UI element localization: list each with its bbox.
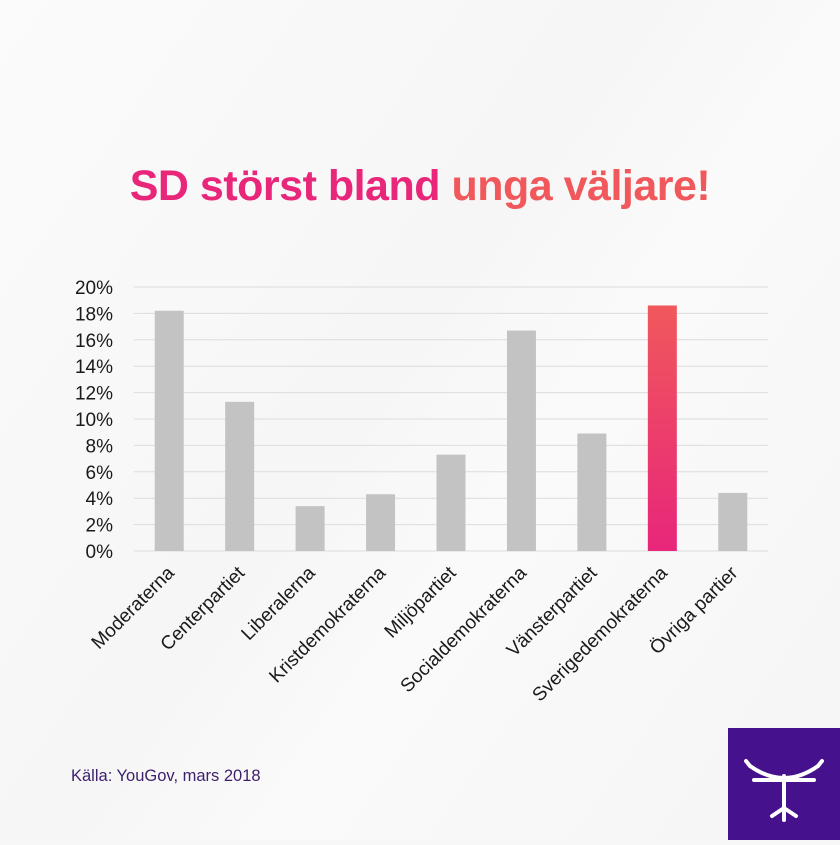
y-tick-label: 6% — [86, 463, 114, 484]
bar-kristdemokraterna — [366, 494, 396, 551]
y-tick-label: 0% — [86, 542, 114, 563]
bar-moderaterna — [154, 310, 184, 551]
bar-liberalerna — [295, 506, 325, 551]
y-tick-label: 18% — [75, 304, 113, 325]
source-note: Källa: YouGov, mars 2018 — [71, 767, 261, 785]
bar-sverigedemokraterna — [647, 305, 677, 551]
bar-miljöpartiet — [436, 454, 466, 551]
y-tick-label: 8% — [86, 436, 114, 457]
x-axis-labels: ModeraternaCenterpartietLiberalernaKrist… — [88, 562, 743, 706]
bar-vänsterpartiet — [577, 433, 607, 551]
y-tick-label: 2% — [86, 516, 114, 537]
title-part-2: unga väljare! — [451, 162, 711, 210]
bars — [154, 305, 748, 551]
y-tick-label: 14% — [75, 357, 113, 378]
bar-socialdemokraterna — [506, 330, 536, 551]
bow-and-arrow-icon — [744, 759, 824, 822]
y-tick-label: 16% — [75, 331, 113, 352]
y-tick-label: 20% — [75, 278, 113, 299]
logo — [728, 728, 840, 840]
y-tick-label: 4% — [86, 489, 114, 510]
bar-centerpartiet — [225, 401, 255, 551]
bar-övriga partier — [718, 492, 748, 551]
bar-chart: 0% 2% 4% 6% 8% 10% 12% 14% 16% 18% 20% Moderaterna… — [75, 278, 768, 706]
x-tick-label: Kristdemokraterna — [265, 562, 390, 687]
title-part-1: SD störst bland — [129, 162, 441, 210]
y-tick-label: 12% — [75, 384, 113, 405]
x-tick-label: Sverigedemokraterna — [529, 562, 673, 706]
y-tick-label: 10% — [75, 410, 113, 431]
x-tick-label: Socialdemokraterna — [397, 562, 532, 697]
page-title: SD störst bland unga väljare! — [0, 156, 840, 216]
y-axis-ticks: 0% 2% 4% 6% 8% 10% 12% 14% 16% 18% 20% — [75, 278, 113, 563]
